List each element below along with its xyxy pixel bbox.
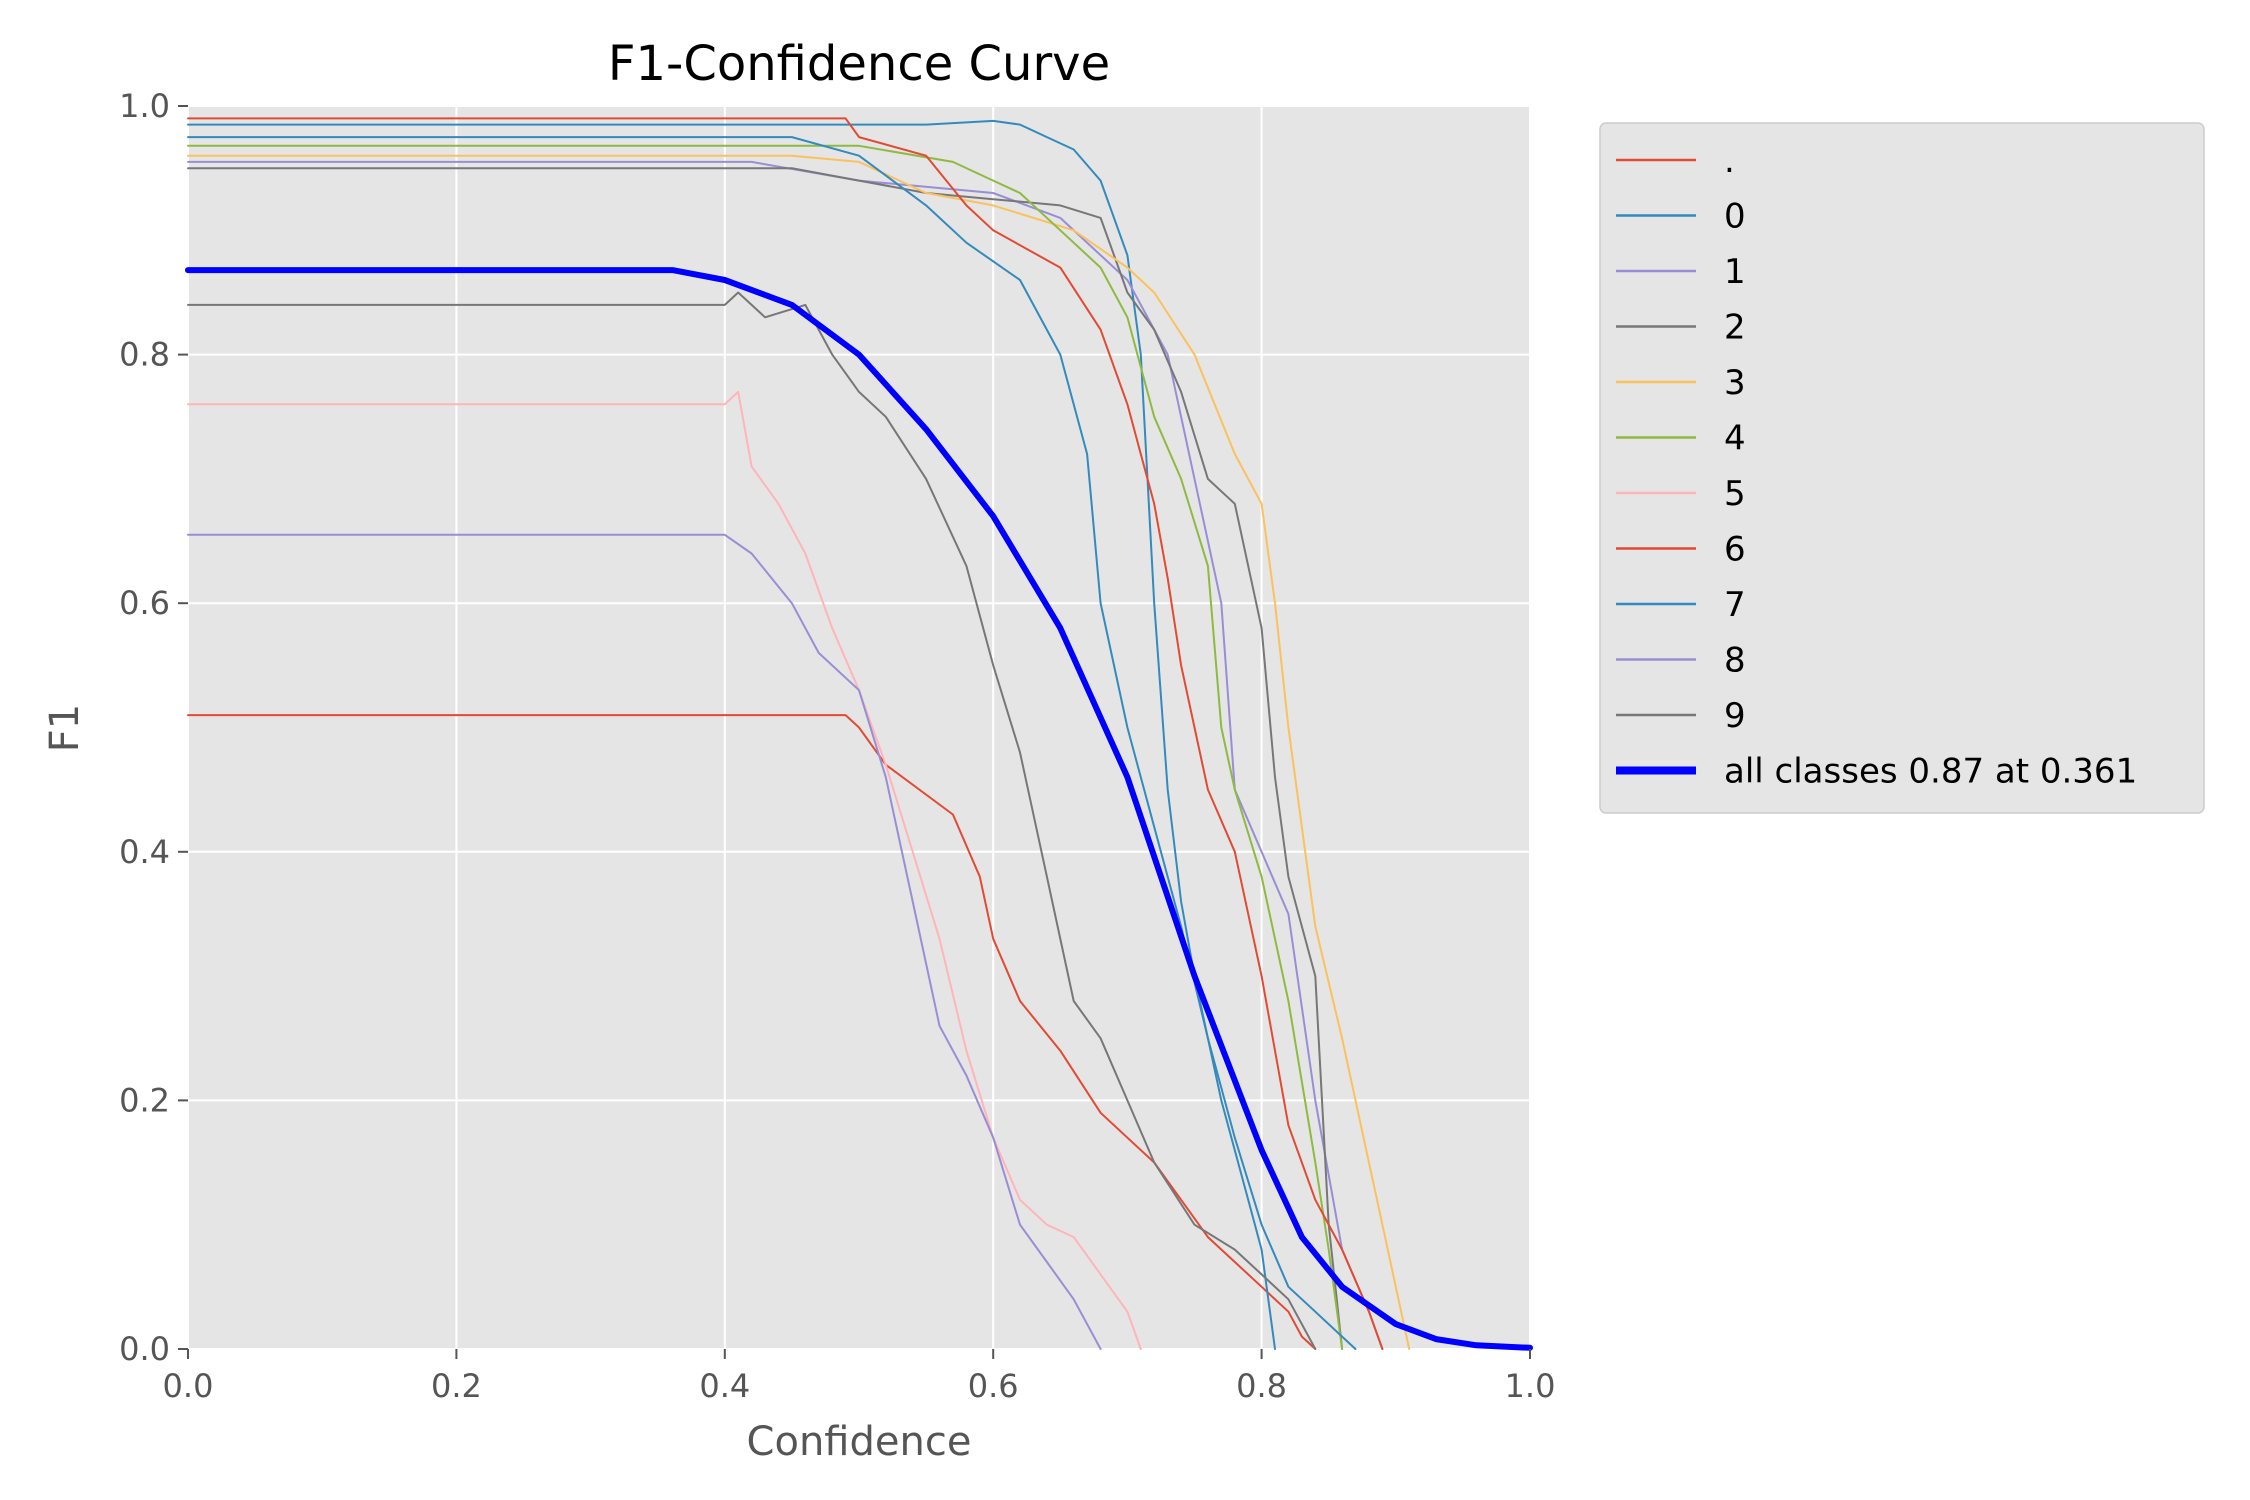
legend: . 0 1 2 3 4 5 6 7 8 9 all classes 0.87 at 0.361 (1599, 122, 2205, 814)
x-tick-label: 0.6 (968, 1367, 1019, 1405)
series-line-4 (187, 154, 1411, 1350)
x-tick-label: 1.0 (1505, 1367, 1556, 1405)
series-line-10 (187, 291, 1317, 1350)
series-line-5 (187, 144, 1344, 1350)
x-tick-label: 0.0 (163, 1367, 214, 1405)
series-layer (185, 117, 1533, 1351)
series-line-7 (187, 117, 1384, 1350)
legend-label: 7 (1724, 585, 1746, 625)
series-line-8 (187, 136, 1357, 1350)
x-tick-label: 0.8 (1236, 1367, 1287, 1405)
legend-label: . (1724, 141, 1735, 181)
legend-label: 2 (1724, 308, 1746, 348)
series-line-6 (187, 390, 1142, 1350)
series-line-2 (187, 160, 1384, 1350)
legend-label: 0 (1724, 197, 1746, 237)
y-axis-label: F1 (42, 704, 88, 752)
legend-label: 8 (1724, 641, 1746, 681)
axes: 0.0 0.2 0.4 0.6 0.8 1.0 0.0 0.2 0.4 0.6 0.8 1.0 (119, 87, 1555, 1405)
chart-title: F1-Confidence Curve (608, 36, 1110, 92)
y-tick-label: 0.2 (119, 1081, 170, 1119)
y-tick-label: 0.6 (119, 584, 170, 622)
y-tick-label: 0.0 (119, 1330, 170, 1368)
x-tick-label: 0.4 (699, 1367, 750, 1405)
legend-label: 9 (1724, 696, 1746, 736)
legend-label: all classes 0.87 at 0.361 (1724, 752, 2137, 792)
legend-label: 1 (1724, 252, 1746, 292)
series-line-9 (187, 533, 1102, 1350)
series-line-3 (187, 167, 1344, 1350)
x-tick-label: 0.2 (431, 1367, 482, 1405)
legend-label: 5 (1724, 474, 1746, 514)
x-axis-label: Confidence (747, 1419, 972, 1465)
legend-label: 6 (1724, 530, 1746, 570)
series-line-11 (185, 267, 1533, 1351)
y-tick-label: 0.8 (119, 336, 170, 374)
series-line-1 (187, 119, 1276, 1350)
y-tick-label: 0.4 (119, 833, 170, 871)
legend-box (1599, 122, 2205, 814)
legend-label: 4 (1724, 419, 1746, 459)
legend-label: 3 (1724, 363, 1746, 403)
y-tick-label: 1.0 (119, 87, 170, 125)
